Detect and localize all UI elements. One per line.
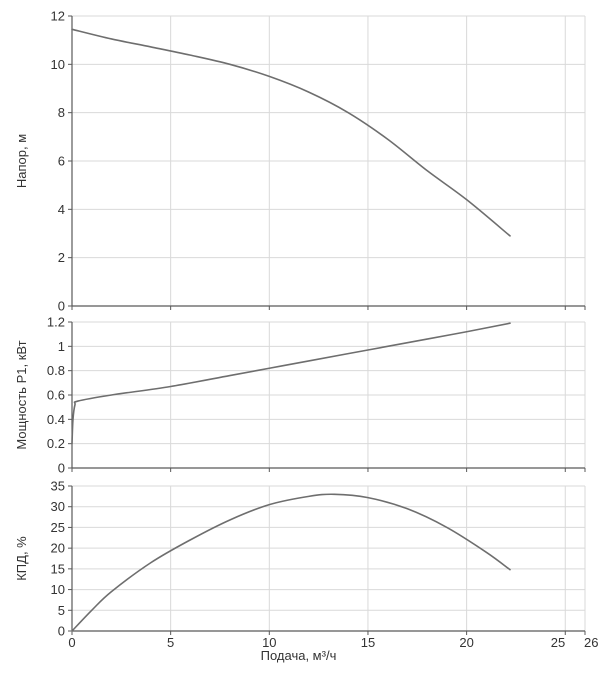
efficiency-y-tick-label: 10 <box>51 582 65 597</box>
efficiency-x-tick-label: 20 <box>459 635 473 650</box>
efficiency-y-tick-label: 15 <box>51 561 65 576</box>
power-y-axis-title: Мощность P1, кВт <box>14 340 29 449</box>
efficiency-x-tick-label: 5 <box>167 635 174 650</box>
efficiency-y-tick-label: 20 <box>51 541 65 556</box>
efficiency-x-tick-label: 10 <box>262 635 276 650</box>
head-y-tick-label: 10 <box>51 57 65 72</box>
power-y-tick-label: 1.2 <box>47 315 65 330</box>
power-y-tick-label: 0.2 <box>47 436 65 451</box>
efficiency-y-tick-label: 5 <box>58 603 65 618</box>
head-y-tick-label: 4 <box>58 202 65 217</box>
head-y-tick-label: 12 <box>51 9 65 24</box>
power-y-tick-label: 1 <box>58 339 65 354</box>
head-y-tick-label: 6 <box>58 154 65 169</box>
head-y-tick-label: 8 <box>58 105 65 120</box>
efficiency-x-tick-label: 25 <box>551 635 565 650</box>
head-panel: 0 2 4 6 8 10 12 Напор, м <box>14 9 586 314</box>
efficiency-y-axis-title: КПД, % <box>14 536 29 581</box>
efficiency-panel: 0 5 10 15 20 25 30 35 0 5 10 15 20 25 26 Подача, м³/ч КП… <box>14 479 598 664</box>
efficiency-y-tick-label: 25 <box>51 520 65 535</box>
head-y-axis-title: Напор, м <box>14 134 29 188</box>
efficiency-y-tick-label: 30 <box>51 499 65 514</box>
power-y-tick-label: 0.4 <box>47 412 65 427</box>
x-axis-title: Подача, м³/ч <box>261 648 337 663</box>
efficiency-y-tick-label: 35 <box>51 479 65 494</box>
power-y-tick-label: 0.6 <box>47 388 65 403</box>
efficiency-x-tick-label: 0 <box>68 635 75 650</box>
efficiency-y-tick-label: 0 <box>58 624 65 639</box>
power-y-tick-label: 0 <box>58 461 65 476</box>
power-curve <box>71 322 511 445</box>
efficiency-x-tick-label: 15 <box>361 635 375 650</box>
power-y-tick-label: 0.8 <box>47 363 65 378</box>
head-y-tick-label: 2 <box>58 250 65 265</box>
power-panel: 0 0.2 0.4 0.6 0.8 1 1.2 Мощность P1, кВт <box>14 315 586 476</box>
head-curve <box>71 28 511 237</box>
efficiency-x-tick-label: 26 <box>584 635 598 650</box>
head-y-tick-label: 0 <box>58 299 65 314</box>
efficiency-curve <box>71 493 511 632</box>
